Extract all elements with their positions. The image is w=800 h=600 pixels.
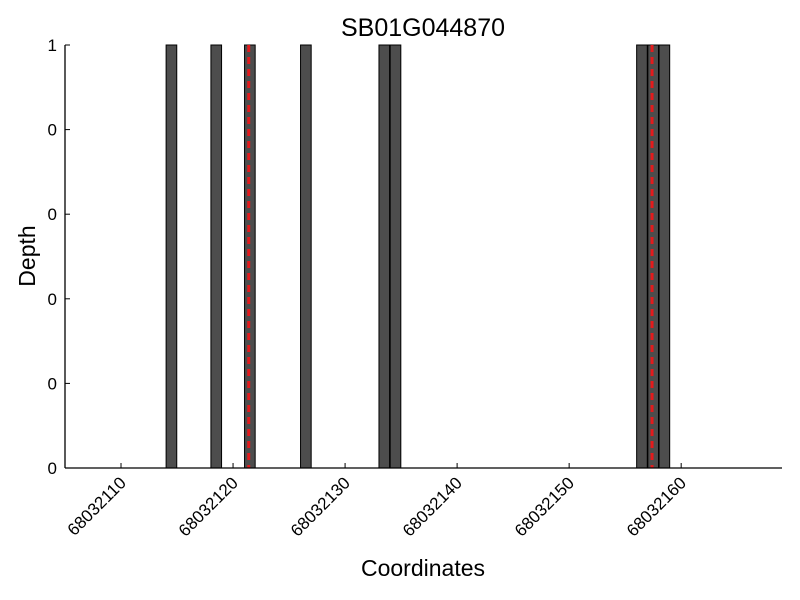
bar [658, 44, 671, 469]
x-tick-label: 68032130 [287, 473, 354, 540]
bar [389, 44, 402, 469]
y-tick-label: 0 [48, 205, 57, 224]
bars-group [165, 44, 671, 469]
x-tick-label: 68032110 [64, 473, 130, 539]
bar [636, 44, 648, 469]
y-axis-label: Depth [14, 225, 40, 286]
bar [165, 44, 178, 469]
y-tick-label: 0 [48, 374, 57, 393]
x-tick-label: 68032160 [623, 473, 690, 540]
bar [300, 44, 312, 469]
bar [378, 44, 391, 469]
y-ticks: 0 0 0 0 0 1 [48, 36, 70, 478]
x-tick-label: 68032120 [175, 473, 242, 540]
axes [64, 45, 782, 469]
vlines-group [247, 45, 654, 468]
chart-title: SB01G044870 [341, 14, 505, 42]
y-tick-label: 0 [48, 290, 57, 309]
y-tick-label: 0 [48, 121, 57, 140]
x-tick-label: 68032150 [511, 473, 578, 540]
y-tick-label: 1 [48, 36, 57, 55]
x-ticks: 68032110 68032120 68032130 68032140 68032150… [64, 463, 690, 540]
y-tick-label: 0 [48, 459, 57, 478]
x-tick-label: 68032140 [399, 473, 466, 540]
x-axis-label: Coordinates [361, 555, 485, 581]
bar [210, 44, 223, 469]
